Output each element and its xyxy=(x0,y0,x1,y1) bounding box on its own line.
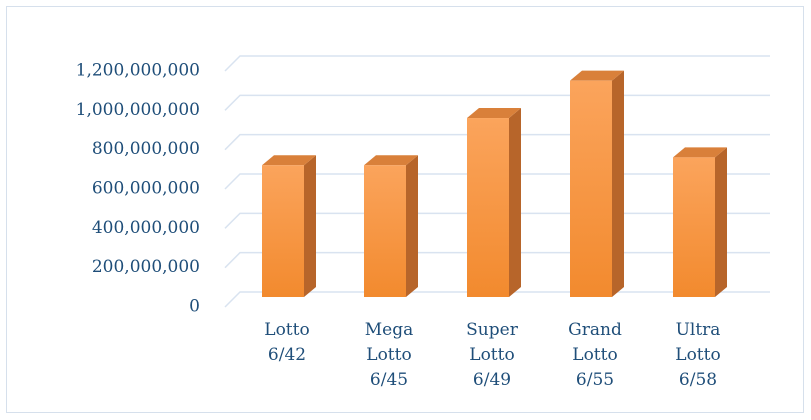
bar xyxy=(262,165,304,297)
x-tick-label: Lotto 6/42 xyxy=(264,320,310,365)
y-tick-label: 1,200,000,000 xyxy=(76,61,200,81)
y-tick-label: 1,000,000,000 xyxy=(76,100,200,120)
y-tick-label: 400,000,000 xyxy=(92,218,200,238)
y-tick-label: 0 xyxy=(189,297,200,317)
bar-side xyxy=(304,155,316,297)
bar xyxy=(467,118,509,298)
bar-top xyxy=(673,147,727,158)
bar-side xyxy=(509,108,521,298)
y-tick-label: 600,000,000 xyxy=(92,179,200,199)
bar-side xyxy=(612,70,624,298)
x-tick-label: Super Lotto 6/49 xyxy=(466,320,518,390)
bar-top xyxy=(467,108,521,119)
grid-line xyxy=(224,55,770,72)
bar-top xyxy=(570,70,624,81)
bar xyxy=(364,165,406,297)
chart-border xyxy=(6,6,804,413)
bar-side xyxy=(715,147,727,297)
bar-top xyxy=(262,155,316,166)
bar-top xyxy=(364,155,418,166)
bar-side xyxy=(406,155,418,297)
x-tick-label: Mega Lotto 6/45 xyxy=(364,320,414,390)
bar xyxy=(570,80,612,298)
y-tick-label: 200,000,000 xyxy=(92,257,200,277)
x-tick-label: Grand Lotto 6/55 xyxy=(568,320,622,390)
y-tick-label: 800,000,000 xyxy=(92,139,200,159)
bar xyxy=(673,157,715,297)
x-tick-label: Ultra Lotto 6/58 xyxy=(675,320,721,390)
